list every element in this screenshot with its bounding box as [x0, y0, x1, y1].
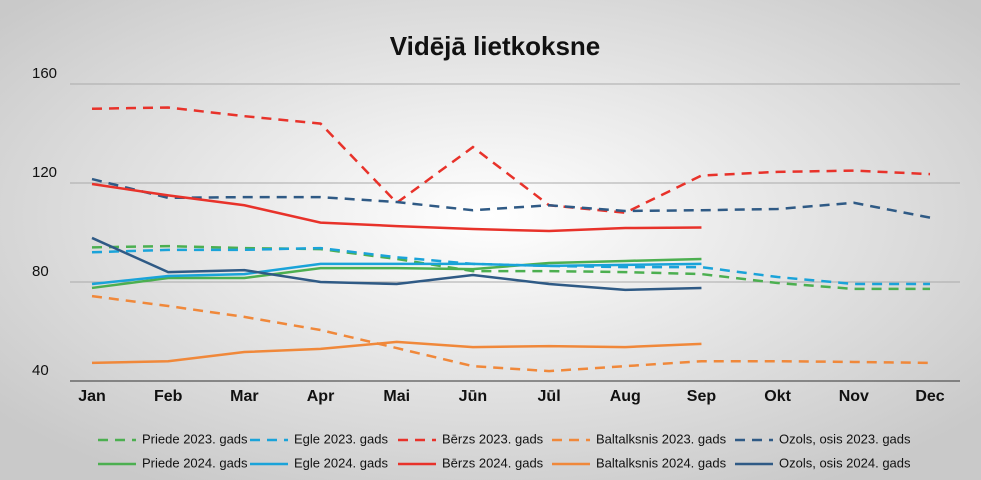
x-tick-label: Jan — [78, 388, 106, 405]
series-line — [91, 236, 702, 292]
y-tick-label: 40 — [32, 362, 49, 379]
legend-label: Ozols, osis 2024. gads — [779, 455, 911, 470]
x-tick-label: Okt — [764, 388, 791, 405]
series-line — [91, 340, 702, 365]
series-line — [91, 244, 930, 291]
series-line — [91, 182, 702, 233]
series-line — [91, 246, 930, 286]
legend-label: Priede 2024. gads — [142, 455, 248, 470]
x-tick-label: Aug — [610, 388, 641, 405]
x-tick-label: Dec — [915, 388, 944, 405]
legend-label: Bērzs 2023. gads — [442, 431, 544, 446]
legend-label: Egle 2024. gads — [294, 455, 388, 470]
series-line — [91, 257, 702, 290]
x-tick-label: Mar — [230, 388, 258, 405]
legend-label: Egle 2023. gads — [294, 431, 388, 446]
chart-title: Vidējā lietkoksne — [390, 31, 601, 61]
y-tick-label: 160 — [32, 65, 57, 82]
x-tick-label: Jūn — [459, 388, 487, 405]
series-line — [91, 106, 931, 214]
x-tick-label: Nov — [839, 388, 869, 405]
x-tick-label: Feb — [154, 388, 183, 405]
legend-label: Priede 2023. gads — [142, 431, 248, 446]
x-tick-label: Apr — [307, 388, 335, 405]
legend-label: Baltalksnis 2023. gads — [596, 431, 727, 446]
legend-label: Baltalksnis 2024. gads — [596, 455, 727, 470]
legend-label: Ozols, osis 2023. gads — [779, 431, 911, 446]
x-tick-label: Sep — [687, 388, 717, 405]
x-tick-label: Jūl — [538, 388, 561, 405]
legend-label: Bērzs 2024. gads — [442, 455, 544, 470]
series-line — [91, 262, 702, 286]
series-line — [91, 177, 931, 219]
y-tick-label: 80 — [32, 263, 49, 280]
x-tick-label: Mai — [383, 388, 410, 405]
y-tick-label: 120 — [32, 164, 57, 181]
series-line — [91, 294, 931, 373]
